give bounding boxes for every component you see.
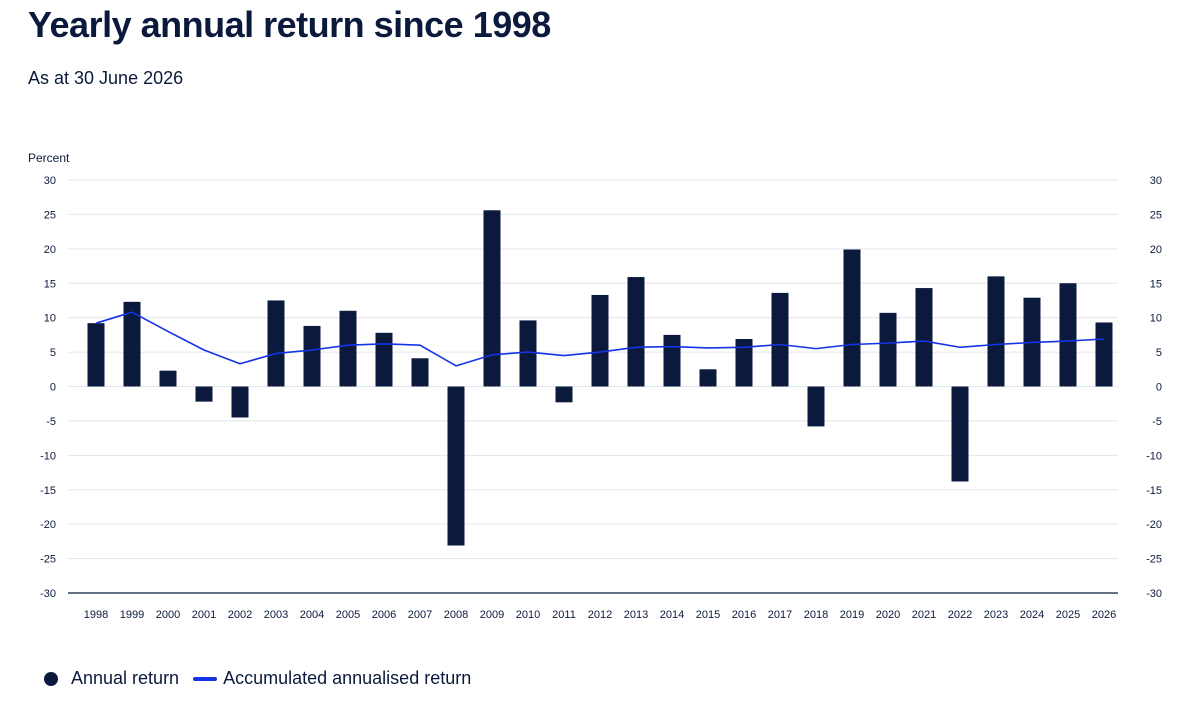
bar-annual-return[interactable] xyxy=(699,369,717,387)
y-tick-label-left: -10 xyxy=(40,450,56,462)
y-tick-label-left: -30 xyxy=(40,588,56,600)
x-tick-label: 2007 xyxy=(408,609,432,621)
y-tick-label-right: -20 xyxy=(1146,519,1162,531)
bar-annual-return[interactable] xyxy=(627,277,645,387)
x-tick-label: 2017 xyxy=(768,609,792,621)
bar-annual-return[interactable] xyxy=(915,288,933,387)
y-tick-label-left: -5 xyxy=(46,416,56,428)
y-tick-label-right: 25 xyxy=(1150,209,1162,221)
y-tick-label-left: 25 xyxy=(44,209,56,221)
legend-dot-icon xyxy=(44,671,58,686)
legend-label-accumulated-return: Accumulated annualised return xyxy=(223,668,472,688)
bar-annual-return[interactable] xyxy=(375,332,393,387)
y-tick-label-left: 15 xyxy=(44,278,56,290)
y-tick-label-left: 20 xyxy=(44,244,56,256)
bar-annual-return[interactable] xyxy=(735,339,753,387)
x-tick-label: 2003 xyxy=(264,609,288,621)
x-tick-label: 2026 xyxy=(1092,609,1116,621)
y-tick-label-right: -15 xyxy=(1146,485,1162,497)
y-axis-label: Percent xyxy=(28,151,70,165)
x-tick-label: 2012 xyxy=(588,609,612,621)
bar-annual-return[interactable] xyxy=(663,334,681,387)
bar-annual-return[interactable] xyxy=(447,386,465,546)
x-tick-label: 2021 xyxy=(912,609,936,621)
bar-annual-return[interactable] xyxy=(771,292,789,387)
y-tick-label-left: -20 xyxy=(40,519,56,531)
bar-annual-return[interactable] xyxy=(843,249,861,387)
bar-annual-return[interactable] xyxy=(411,358,429,387)
legend: Annual return Accumulated annualised ret… xyxy=(44,668,471,689)
x-tick-label: 2019 xyxy=(840,609,864,621)
x-tick-label: 2014 xyxy=(660,609,684,621)
x-tick-label: 2018 xyxy=(804,609,828,621)
x-tick-label: 2020 xyxy=(876,609,900,621)
legend-line-icon xyxy=(193,676,218,681)
x-tick-label: 2009 xyxy=(480,609,504,621)
x-tick-label: 2022 xyxy=(948,609,972,621)
bar-annual-return[interactable] xyxy=(483,210,501,387)
x-tick-label: 2002 xyxy=(228,609,252,621)
y-tick-label-left: -15 xyxy=(40,485,56,497)
bar-series xyxy=(87,210,1113,546)
bar-annual-return[interactable] xyxy=(591,294,609,387)
x-tick-label: 2010 xyxy=(516,609,540,621)
x-tick-label: 2004 xyxy=(300,609,324,621)
bar-annual-return[interactable] xyxy=(267,300,285,387)
bar-annual-return[interactable] xyxy=(987,276,1005,387)
bar-annual-return[interactable] xyxy=(807,386,825,427)
x-tick-label: 2016 xyxy=(732,609,756,621)
y-tick-label-left: -25 xyxy=(40,554,56,566)
bar-annual-return[interactable] xyxy=(555,386,573,403)
y-tick-label-right: 0 xyxy=(1156,382,1162,394)
bar-annual-return[interactable] xyxy=(951,386,969,482)
x-tick-label: 2011 xyxy=(552,609,576,621)
chart-title: Yearly annual return since 1998 xyxy=(28,4,551,45)
bar-annual-return[interactable] xyxy=(87,323,105,387)
x-tick-label: 2000 xyxy=(156,609,180,621)
bar-annual-return[interactable] xyxy=(879,312,897,387)
bar-annual-return[interactable] xyxy=(195,386,213,402)
x-tick-label: 2001 xyxy=(192,609,216,621)
y-tick-label-left: 5 xyxy=(50,347,56,359)
bar-annual-return[interactable] xyxy=(1095,322,1113,387)
x-tick-label: 1998 xyxy=(84,609,108,621)
bar-annual-return[interactable] xyxy=(519,320,537,387)
x-tick-label: 1999 xyxy=(120,609,144,621)
x-tick-label: 2024 xyxy=(1020,609,1044,621)
x-tick-label: 2013 xyxy=(624,609,648,621)
y-tick-label-right: 10 xyxy=(1150,313,1162,325)
y-tick-label-right: 30 xyxy=(1150,175,1162,187)
y-tick-label-right: 5 xyxy=(1156,347,1162,359)
x-tick-label: 2025 xyxy=(1056,609,1080,621)
bar-annual-return[interactable] xyxy=(123,301,141,387)
x-tick-label: 2015 xyxy=(696,609,720,621)
y-tick-label-right: -10 xyxy=(1146,450,1162,462)
line-series xyxy=(95,311,1105,367)
bar-annual-return[interactable] xyxy=(1059,283,1077,387)
legend-label-annual-return: Annual return xyxy=(71,668,180,688)
bar-annual-return[interactable] xyxy=(159,370,177,387)
y-tick-label-right: 15 xyxy=(1150,278,1162,290)
legend-item-annual-return[interactable]: Annual return xyxy=(44,668,179,689)
y-tick-label-left: 10 xyxy=(44,313,56,325)
bar-annual-return[interactable] xyxy=(231,386,249,418)
y-tick-label-right: -5 xyxy=(1152,416,1162,428)
chart-subtitle: As at 30 June 2026 xyxy=(28,68,184,88)
bar-annual-return[interactable] xyxy=(303,325,321,387)
legend-item-accumulated-return[interactable]: Accumulated annualised return xyxy=(179,668,471,689)
y-tick-label-right: -30 xyxy=(1146,588,1162,600)
y-tick-label-left: 0 xyxy=(50,382,56,394)
y-tick-label-right: -25 xyxy=(1146,554,1162,566)
y-tick-label-left: 30 xyxy=(44,175,56,187)
x-tick-label: 2005 xyxy=(336,609,360,621)
bar-annual-return[interactable] xyxy=(339,310,357,387)
y-tick-label-right: 20 xyxy=(1150,244,1162,256)
x-tick-label: 2023 xyxy=(984,609,1008,621)
x-tick-label: 2008 xyxy=(444,609,468,621)
x-tick-label: 2006 xyxy=(372,609,396,621)
